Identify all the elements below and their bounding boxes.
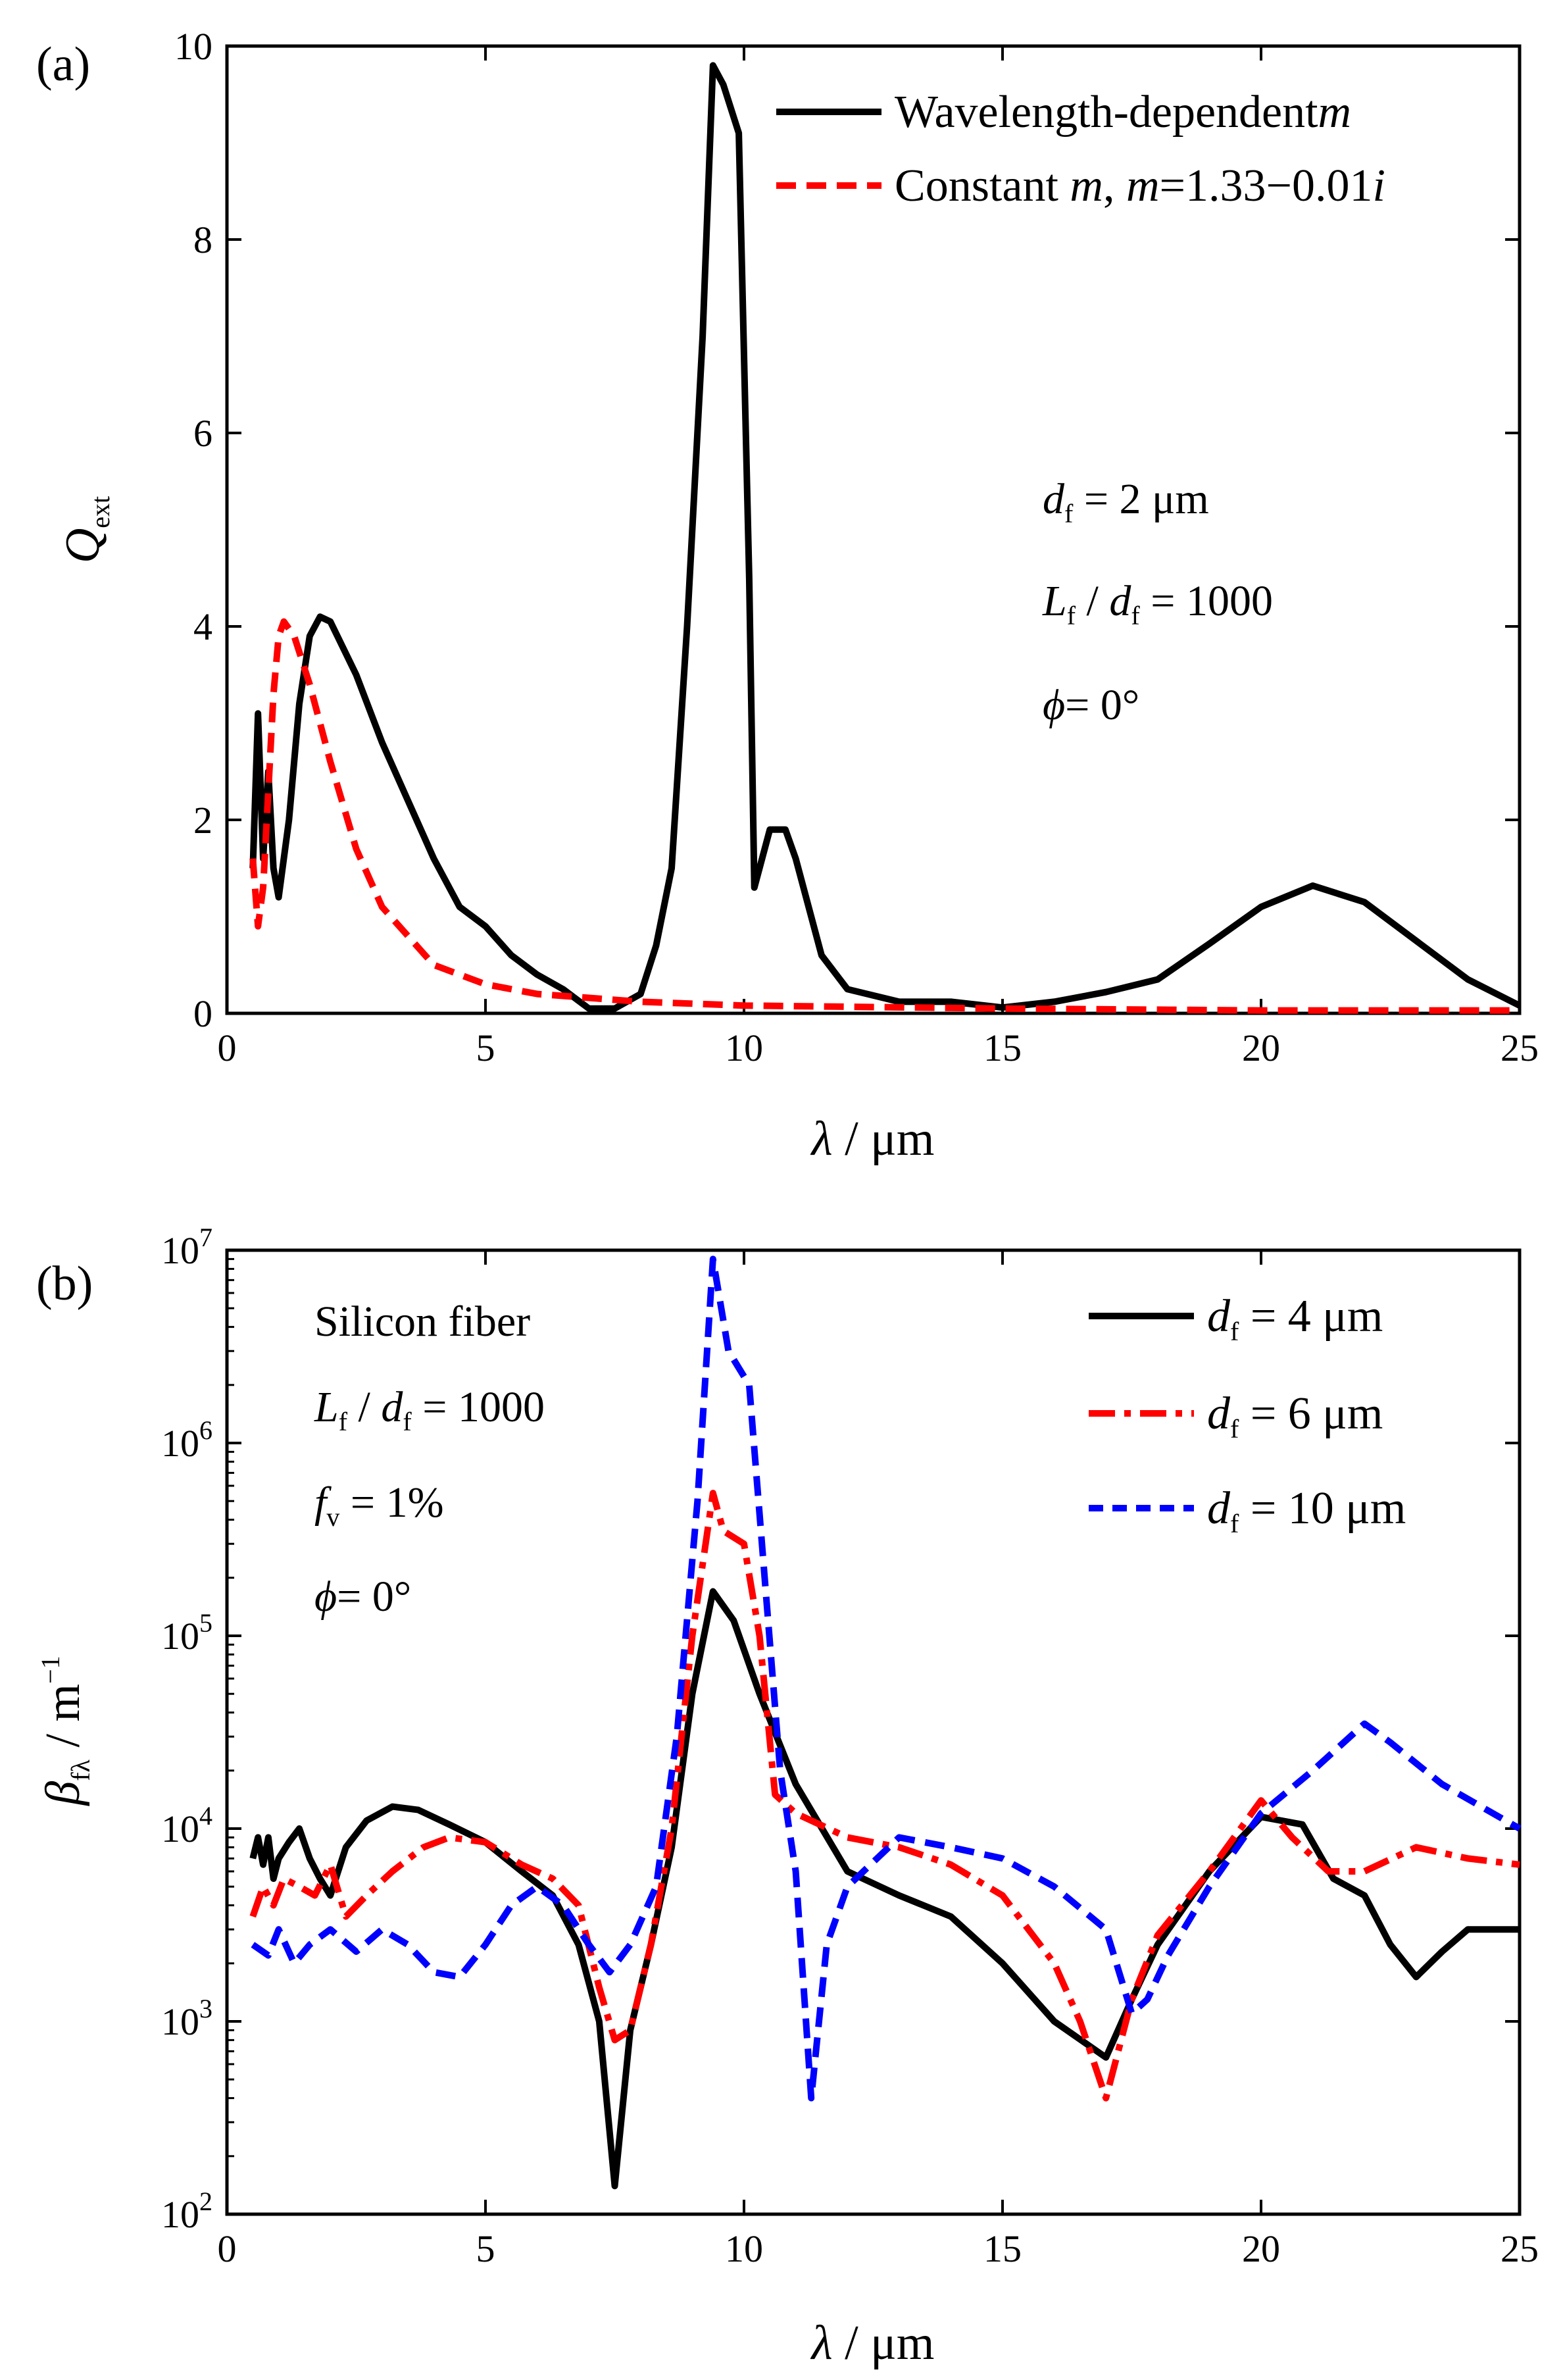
legend-label-wavelength-dependent: Wavelength-dependentm bbox=[895, 87, 1351, 138]
a-y-tick-label: 4 bbox=[193, 605, 212, 648]
b-x-tick-label: 5 bbox=[476, 2227, 495, 2270]
annotation-fiber-diameter: df = 2 μm bbox=[1043, 475, 1209, 528]
panel-b-series bbox=[249, 1255, 1522, 2190]
panel-a: (a) 0 5 10 15 20 25 0 2 4 6 8 10 Wavelength-depende… bbox=[36, 25, 1539, 1166]
panel-b-y-axis-label: βfλ / m−1 bbox=[36, 1656, 95, 1806]
annotation-volume-fraction: fv = 1% bbox=[314, 1479, 444, 1532]
b-series-line-3 bbox=[251, 1255, 1522, 2102]
panel-a-series bbox=[249, 62, 1522, 1014]
a-x-tick-label: 10 bbox=[725, 1026, 763, 1069]
panel-a-y-axis-label: Qext bbox=[56, 496, 115, 563]
panel-b-annotations: Silicon fiber Lf / df = 1000 fv = 1% ϕ= … bbox=[314, 1298, 545, 1621]
panel-a-plot-area bbox=[225, 44, 1522, 1015]
panel-a-legend: Wavelength-dependentm Constant m, m=1.33… bbox=[776, 87, 1385, 211]
panel-b-plot-area bbox=[225, 1248, 1522, 2216]
panel-b: (b) 0 5 10 15 20 25 102 103 104 105 106 107 Silicon… bbox=[36, 1223, 1539, 2370]
a-x-tick-label: 15 bbox=[983, 1026, 1022, 1069]
b-y-tick-label: 104 bbox=[161, 1801, 212, 1850]
legend-label-df-10: df = 10 μm bbox=[1207, 1483, 1406, 1538]
a-y-tick-label: 0 bbox=[193, 992, 212, 1035]
b-x-tick-label: 20 bbox=[1242, 2227, 1280, 2270]
b-y-tick-label: 107 bbox=[161, 1223, 212, 1272]
panel-b-legend: df = 4 μm df = 6 μm df = 10 μm bbox=[1089, 1291, 1406, 1538]
panel-b-ticks: 0 5 10 15 20 25 102 103 104 105 106 107 bbox=[161, 1223, 1539, 2270]
annotation-material: Silicon fiber bbox=[314, 1298, 530, 1346]
annotation-incidence-angle-b: ϕ= 0° bbox=[314, 1573, 411, 1621]
a-x-tick-label: 5 bbox=[476, 1026, 495, 1069]
panel-b-x-axis-label: λ / μm bbox=[810, 2316, 935, 2370]
a-y-tick-label: 10 bbox=[174, 25, 212, 68]
a-y-tick-label: 8 bbox=[193, 218, 212, 261]
b-y-tick-label: 103 bbox=[161, 1994, 212, 2043]
b-y-tick-label: 106 bbox=[161, 1415, 212, 1465]
panel-a-x-axis-label: λ / μm bbox=[810, 1112, 935, 1166]
legend-label-df-4: df = 4 μm bbox=[1207, 1291, 1383, 1346]
annotation-incidence-angle: ϕ= 0° bbox=[1043, 681, 1139, 729]
annotation-aspect-ratio: Lf / df = 1000 bbox=[1042, 577, 1273, 630]
b-y-tick-label: 102 bbox=[161, 2187, 212, 2236]
b-series-line-2 bbox=[249, 1490, 1520, 2102]
annotation-aspect-ratio-b: Lf / df = 1000 bbox=[314, 1383, 545, 1436]
a-x-tick-label: 0 bbox=[218, 1026, 237, 1069]
a-series-line-1 bbox=[249, 62, 1522, 1012]
a-y-tick-label: 2 bbox=[193, 799, 212, 842]
a-series-line-2 bbox=[249, 618, 1520, 1014]
b-x-tick-label: 15 bbox=[983, 2227, 1022, 2270]
panel-b-label: (b) bbox=[36, 1257, 93, 1311]
b-x-tick-label: 0 bbox=[218, 2227, 237, 2270]
a-y-tick-label: 6 bbox=[193, 412, 212, 455]
legend-label-constant-m: Constant m, m=1.33−0.01i bbox=[895, 161, 1385, 211]
b-y-tick-label: 105 bbox=[161, 1608, 212, 1658]
legend-label-df-6: df = 6 μm bbox=[1207, 1388, 1383, 1444]
panel-a-ticks: 0 5 10 15 20 25 0 2 4 6 8 10 bbox=[174, 25, 1539, 1069]
b-x-tick-label: 10 bbox=[725, 2227, 763, 2270]
panel-a-annotations: df = 2 μm Lf / df = 1000 ϕ= 0° bbox=[1042, 475, 1273, 729]
a-x-tick-label: 25 bbox=[1501, 1026, 1539, 1069]
a-x-tick-label: 20 bbox=[1242, 1026, 1280, 1069]
panel-a-label: (a) bbox=[36, 38, 90, 91]
b-series-line-1 bbox=[249, 1588, 1520, 2190]
b-x-tick-label: 25 bbox=[1501, 2227, 1539, 2270]
